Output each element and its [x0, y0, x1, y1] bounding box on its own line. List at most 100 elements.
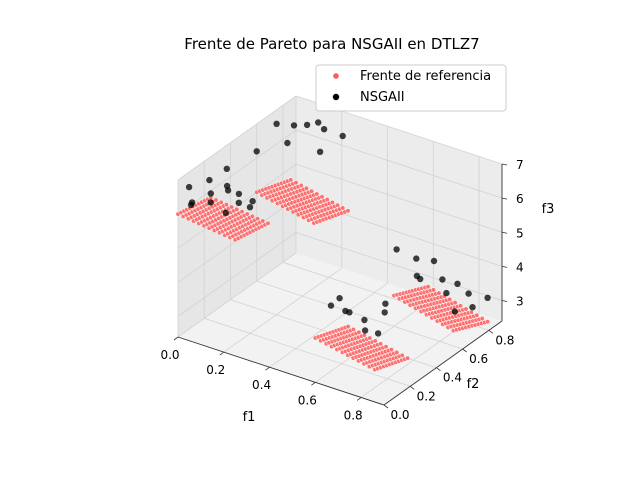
nsgaii-point	[315, 119, 322, 126]
x-tick-mark	[219, 351, 225, 356]
reference-front-point	[303, 185, 309, 191]
reference-front-point	[229, 204, 235, 210]
reference-front-point	[479, 316, 485, 321]
reference-front-point	[372, 338, 378, 344]
x-tick-mark	[265, 366, 270, 371]
z-axis-label: f3	[542, 202, 555, 217]
reference-front-point	[329, 199, 335, 205]
nsgaii-point	[451, 308, 458, 315]
reference-front-point	[468, 309, 474, 315]
nsgaii-point	[207, 190, 214, 197]
legend-frame	[315, 64, 507, 112]
nsgaii-point	[454, 280, 461, 287]
reference-front-point	[319, 194, 325, 200]
x-tick-mark	[356, 397, 362, 401]
nsgaii-point	[484, 294, 491, 301]
gridline-f1	[223, 111, 343, 353]
reference-front-point	[223, 202, 229, 208]
nsgaii-point	[273, 120, 280, 128]
nsgaii-point	[223, 165, 230, 172]
nsgaii-point	[361, 316, 368, 324]
nsgaii-point	[382, 300, 389, 307]
reference-front-point	[463, 306, 469, 312]
reference-front-point	[309, 188, 315, 194]
nsgaii-point	[339, 132, 346, 140]
z-tick-mark	[501, 163, 508, 166]
x-axis-line	[177, 336, 385, 406]
y-axis-label: f2	[467, 377, 480, 392]
nsgaii-point	[430, 257, 438, 265]
legend-marker-nsgaii	[332, 93, 340, 101]
legend: Frente de referencia NSGAII	[315, 64, 507, 112]
y-tick-mark	[462, 348, 467, 353]
reference-front-point	[298, 183, 304, 188]
z-tick-label: 4	[516, 260, 524, 274]
y-tick-mark	[436, 367, 441, 371]
reference-front-point	[356, 329, 362, 335]
reference-front-point	[249, 213, 255, 219]
reference-front-point	[436, 290, 442, 296]
legend-label-nsgaii: NSGAII	[360, 90, 405, 105]
z-tick-mark	[501, 231, 508, 234]
reference-front-point	[447, 296, 453, 302]
reference-front-point	[340, 205, 346, 211]
nsgaii-point	[316, 148, 324, 155]
reference-front-point	[314, 191, 320, 197]
reference-front-point	[425, 284, 431, 290]
reference-front-point	[345, 208, 351, 214]
ticks: 0.0 0.2 0.4 0.6 0.8 0.0 0.2 0.4 0.6 0.8 3 4 5 6 7	[160, 158, 523, 422]
x-tick-label: 0.2	[206, 363, 225, 377]
data-marks	[175, 119, 491, 373]
axis-labels: Frente de Pareto para NSGAII en DTLZ7 f1…	[184, 35, 554, 425]
reference-front-point	[351, 326, 356, 332]
gridline-f2	[256, 124, 463, 350]
reference-front-point	[458, 303, 463, 309]
reference-front-point	[345, 324, 351, 330]
nsgaii-point	[284, 139, 291, 147]
y-tick-mark	[488, 330, 494, 334]
nsgaii-point	[465, 290, 472, 297]
z-tick-mark	[501, 265, 508, 268]
x-tick-mark	[173, 336, 179, 341]
gridline-f3	[177, 95, 503, 181]
nsgaii-point	[303, 121, 311, 129]
y-tick-label: 0.2	[417, 389, 436, 403]
back-wall-pane	[296, 96, 502, 321]
nsgaii-point	[439, 276, 446, 283]
nsgaii-point	[249, 198, 256, 205]
reference-front-point	[361, 332, 367, 338]
legend-marker-reference	[333, 73, 339, 79]
nsgaii-point	[246, 204, 254, 211]
z-tick-label: 6	[516, 192, 524, 206]
z-tick-mark	[501, 197, 508, 200]
reference-front-point	[485, 319, 491, 325]
nsgaii-point	[320, 126, 328, 133]
nsgaii-point	[393, 246, 400, 253]
x-axis-label: f1	[243, 410, 256, 425]
reference-front-point	[244, 211, 250, 217]
gridline-f3	[177, 129, 503, 215]
reference-front-point	[394, 349, 400, 355]
reference-front-point	[265, 220, 271, 226]
reference-front-point	[378, 341, 384, 347]
y-tick-mark	[409, 386, 415, 390]
nsgaii-point	[253, 148, 260, 155]
nsgaii-point	[207, 199, 214, 206]
y-tick-mark	[383, 404, 389, 409]
y-tick-label: 0.0	[390, 408, 409, 422]
nsgaii-point	[443, 289, 450, 297]
reference-front-point	[452, 300, 458, 306]
nsgaii-point	[469, 304, 476, 311]
reference-front-point	[367, 335, 373, 341]
nsgaii-point	[185, 183, 193, 191]
gridline-f1	[177, 96, 297, 338]
nsgaii-point	[413, 272, 421, 280]
nsgaii-point	[361, 327, 369, 334]
reference-front-point	[474, 312, 480, 318]
y-tick-label: 0.4	[443, 371, 462, 385]
nsgaii-point	[187, 201, 195, 208]
x-tick-mark	[311, 382, 316, 386]
reference-front-point	[255, 216, 261, 222]
reference-front-point	[324, 197, 330, 203]
